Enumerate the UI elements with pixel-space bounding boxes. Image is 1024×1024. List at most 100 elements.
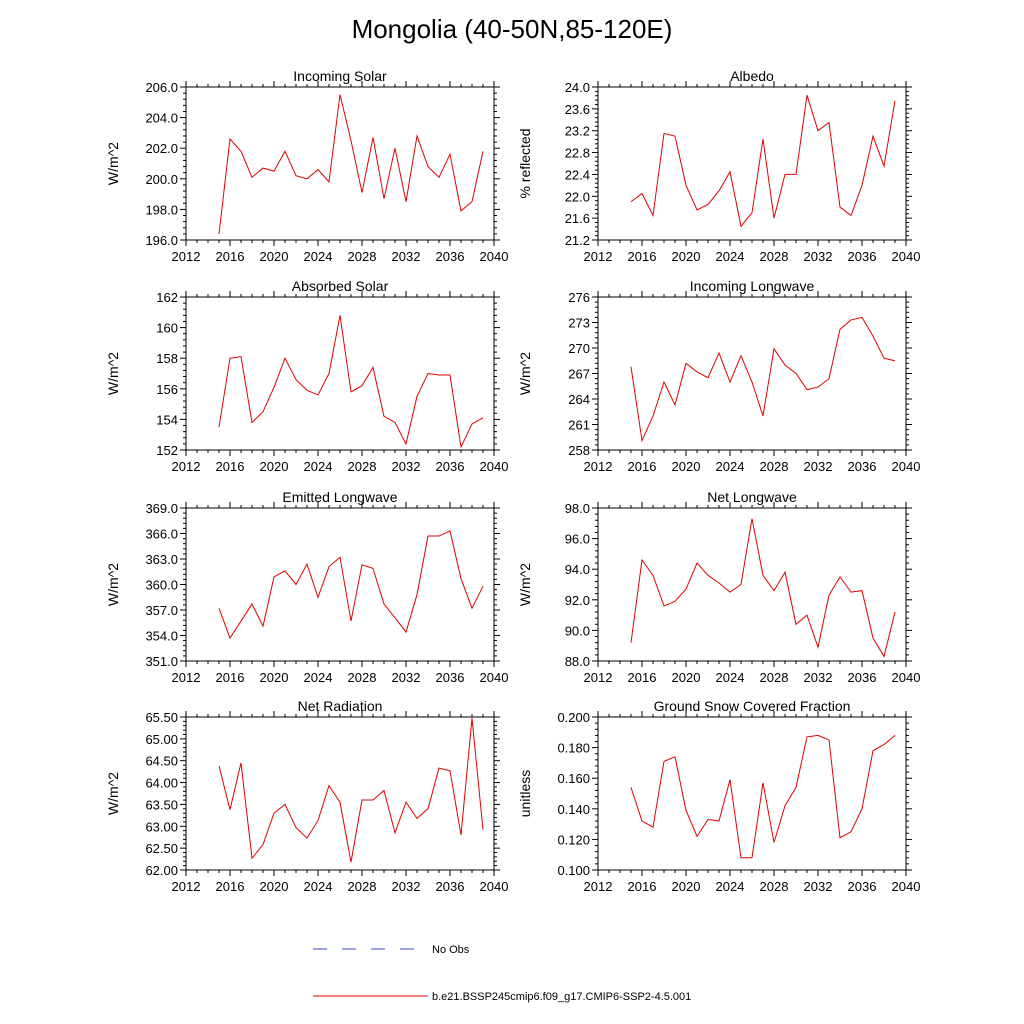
panel-ground-snow-covered-fraction: Ground Snow Covered Fraction unitless 2012… bbox=[517, 698, 920, 894]
panel-incoming-solar-xtick-label: 2032 bbox=[392, 249, 421, 264]
panel-absorbed-solar-ylabel: W/m^2 bbox=[105, 352, 121, 395]
panel-net-radiation-xtick-label: 2016 bbox=[216, 879, 245, 894]
panel-emitted-longwave-frame bbox=[185, 507, 495, 662]
panel-incoming-solar-ytick-label: 206.0 bbox=[145, 80, 178, 95]
panel-emitted-longwave-xtick-label: 2020 bbox=[260, 670, 289, 685]
panel-albedo-xtick-label: 2028 bbox=[760, 249, 789, 264]
panel-net-radiation-xtick-label: 2020 bbox=[260, 879, 289, 894]
panel-incoming-longwave-frame bbox=[597, 296, 907, 451]
panel-absorbed-solar-xtick-label: 2016 bbox=[216, 459, 245, 474]
panel-albedo-ytick-label: 22.8 bbox=[565, 146, 590, 161]
panel-ground-snow-covered-fraction-xtick-label: 2016 bbox=[628, 879, 657, 894]
panel-incoming-longwave: Incoming Longwave W/m^2 2012 2016 2020 2024 20… bbox=[517, 278, 920, 474]
panel-incoming-longwave-xtick-label: 2016 bbox=[628, 459, 657, 474]
panel-net-radiation-xtick-label: 2036 bbox=[436, 879, 465, 894]
panel-incoming-solar-ytick-label: 200.0 bbox=[145, 172, 178, 187]
panel-net-radiation-title: Net Radiation bbox=[298, 698, 383, 714]
panel-absorbed-solar-ytick-label: 158 bbox=[156, 351, 178, 366]
panel-ground-snow-covered-fraction-ytick-label: 0.140 bbox=[557, 802, 590, 817]
panel-net-radiation-frame bbox=[185, 716, 495, 871]
panel-incoming-longwave-ytick-label: 276 bbox=[568, 290, 590, 305]
panel-ground-snow-covered-fraction-ytick-label: 0.100 bbox=[557, 863, 590, 878]
panel-ground-snow-covered-fraction-xtick-label: 2020 bbox=[672, 879, 701, 894]
panel-incoming-longwave-title: Incoming Longwave bbox=[690, 278, 815, 294]
panel-net-longwave-ytick-label: 98.0 bbox=[565, 501, 590, 516]
panel-net-radiation: Net Radiation W/m^2 2012 2016 2020 2024 2028 20… bbox=[105, 698, 508, 894]
panel-absorbed-solar-ytick-label: 160 bbox=[156, 321, 178, 336]
panel-net-longwave: Net Longwave W/m^2 2012 2016 2020 2024 2028 203… bbox=[517, 489, 920, 685]
panel-albedo-ytick-label: 22.0 bbox=[565, 189, 590, 204]
panel-net-radiation-xtick-label: 2032 bbox=[392, 879, 421, 894]
panel-ground-snow-covered-fraction-ytick-label: 0.120 bbox=[557, 832, 590, 847]
panel-albedo-ytick-label: 23.6 bbox=[565, 102, 590, 117]
panel-albedo-frame bbox=[597, 86, 907, 241]
panel-net-longwave-title: Net Longwave bbox=[707, 489, 797, 505]
panel-emitted-longwave-ytick-label: 366.0 bbox=[145, 527, 178, 542]
panel-incoming-solar-ytick-label: 202.0 bbox=[145, 141, 178, 156]
panel-emitted-longwave: Emitted Longwave W/m^2 2012 2016 2020 2024 202… bbox=[105, 489, 508, 685]
panel-net-radiation-series-line bbox=[218, 718, 484, 863]
panel-emitted-longwave-xtick-label: 2036 bbox=[436, 670, 465, 685]
panel-emitted-longwave-xtick-label: 2028 bbox=[348, 670, 377, 685]
panel-ground-snow-covered-fraction-xtick-label: 2028 bbox=[760, 879, 789, 894]
panel-albedo-ylabel: % reflected bbox=[517, 128, 533, 198]
panel-net-longwave-xtick-label: 2020 bbox=[672, 670, 701, 685]
panel-incoming-solar-ylabel: W/m^2 bbox=[105, 142, 121, 185]
panel-emitted-longwave-series-line bbox=[218, 530, 484, 640]
panel-albedo-xtick-label: 2020 bbox=[672, 249, 701, 264]
panel-albedo-xtick-label: 2036 bbox=[848, 249, 877, 264]
panel-emitted-longwave-ytick-label: 369.0 bbox=[145, 501, 178, 516]
panel-ground-snow-covered-fraction-ytick-label: 0.160 bbox=[557, 771, 590, 786]
panel-incoming-longwave-ytick-label: 261 bbox=[568, 418, 590, 433]
panel-albedo-xtick-label: 2024 bbox=[716, 249, 745, 264]
panel-ground-snow-covered-fraction-xtick-label: 2032 bbox=[804, 879, 833, 894]
panel-ground-snow-covered-fraction-xtick-label: 2036 bbox=[848, 879, 877, 894]
panel-ground-snow-covered-fraction-ylabel: unitless bbox=[517, 770, 533, 817]
panel-absorbed-solar-xtick-label: 2032 bbox=[392, 459, 421, 474]
panel-net-longwave-xtick-label: 2036 bbox=[848, 670, 877, 685]
panel-incoming-solar-xtick-label: 2012 bbox=[172, 249, 201, 264]
panel-net-longwave-xtick-label: 2012 bbox=[584, 670, 613, 685]
panel-incoming-longwave-xtick-label: 2028 bbox=[760, 459, 789, 474]
panel-incoming-longwave-xtick-label: 2020 bbox=[672, 459, 701, 474]
panel-net-longwave-ytick-label: 88.0 bbox=[565, 654, 590, 669]
panel-emitted-longwave-xtick-label: 2024 bbox=[304, 670, 333, 685]
panel-net-radiation-ytick-label: 65.50 bbox=[145, 710, 178, 725]
panel-net-longwave-ylabel: W/m^2 bbox=[517, 563, 533, 606]
panel-albedo-ytick-label: 21.2 bbox=[565, 233, 590, 248]
panel-absorbed-solar-series-line bbox=[218, 315, 484, 449]
panel-ground-snow-covered-fraction-frame bbox=[597, 716, 907, 871]
panel-net-longwave-ytick-label: 92.0 bbox=[565, 593, 590, 608]
panel-ground-snow-covered-fraction-xtick-label: 2012 bbox=[584, 879, 613, 894]
panel-absorbed-solar-xtick-label: 2036 bbox=[436, 459, 465, 474]
panel-ground-snow-covered-fraction-ytick-label: 0.180 bbox=[557, 741, 590, 756]
panel-incoming-solar-ytick-label: 204.0 bbox=[145, 111, 178, 126]
panel-incoming-longwave-ytick-label: 264 bbox=[568, 392, 590, 407]
panel-net-radiation-xtick-label: 2024 bbox=[304, 879, 333, 894]
panel-incoming-longwave-xtick-label: 2036 bbox=[848, 459, 877, 474]
panel-absorbed-solar-ytick-label: 154 bbox=[156, 412, 178, 427]
panel-ground-snow-covered-fraction-xtick-label: 2024 bbox=[716, 879, 745, 894]
panel-absorbed-solar-xtick-label: 2020 bbox=[260, 459, 289, 474]
panel-net-radiation-ytick-label: 65.00 bbox=[145, 732, 178, 747]
panel-net-longwave-xtick-label: 2028 bbox=[760, 670, 789, 685]
panel-net-longwave-series-line bbox=[630, 518, 896, 658]
panel-incoming-longwave-xtick-label: 2032 bbox=[804, 459, 833, 474]
panel-albedo-ytick-label: 22.4 bbox=[565, 167, 590, 182]
panel-net-radiation-xtick-label: 2040 bbox=[480, 879, 509, 894]
panel-incoming-solar-title: Incoming Solar bbox=[293, 68, 387, 84]
panel-incoming-longwave-xtick-label: 2012 bbox=[584, 459, 613, 474]
panel-incoming-solar-xtick-label: 2028 bbox=[348, 249, 377, 264]
panel-absorbed-solar-title: Absorbed Solar bbox=[292, 278, 389, 294]
panel-absorbed-solar-ytick-label: 156 bbox=[156, 382, 178, 397]
panel-emitted-longwave-ytick-label: 363.0 bbox=[145, 552, 178, 567]
panel-incoming-solar-ytick-label: 196.0 bbox=[145, 233, 178, 248]
panel-incoming-longwave-ytick-label: 270 bbox=[568, 341, 590, 356]
panel-net-longwave-xtick-label: 2032 bbox=[804, 670, 833, 685]
panel-absorbed-solar-ytick-label: 162 bbox=[156, 290, 178, 305]
panel-incoming-solar-ytick-label: 198.0 bbox=[145, 202, 178, 217]
panel-incoming-longwave-xtick-label: 2024 bbox=[716, 459, 745, 474]
panel-albedo-series-line bbox=[630, 95, 896, 228]
panel-net-longwave-xtick-label: 2016 bbox=[628, 670, 657, 685]
panel-albedo-xtick-label: 2040 bbox=[892, 249, 921, 264]
